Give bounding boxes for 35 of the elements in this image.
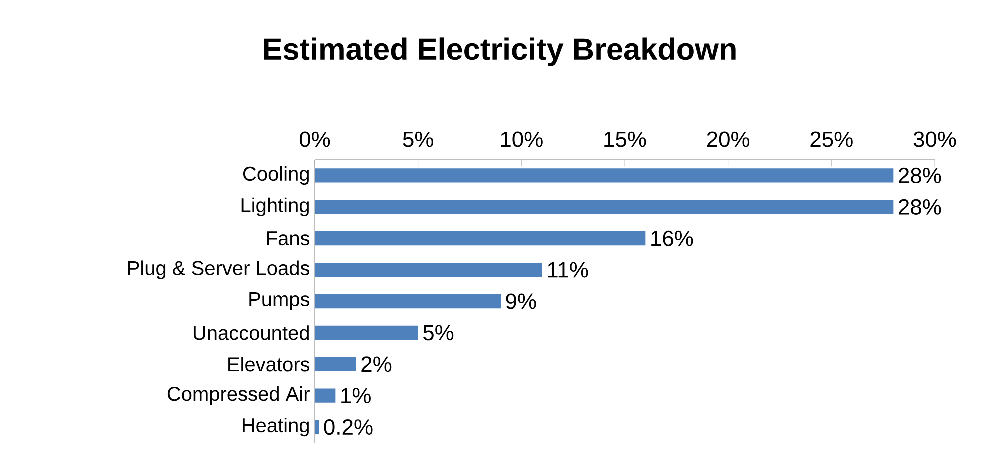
bar: [315, 388, 336, 403]
y-tick-label: Pumps: [250, 292, 310, 310]
bar: [315, 420, 320, 434]
y-tick-label: Heating: [242, 418, 309, 437]
y-tick-label: Plug & Server Loads: [128, 260, 310, 280]
x-tick-label: 25%: [810, 132, 853, 148]
data-label: 9%: [506, 294, 536, 310]
x-tick-label: 10%: [501, 132, 543, 148]
bar: [315, 232, 646, 246]
bar: [315, 262, 542, 278]
x-tick-label: 5%: [403, 132, 434, 148]
bar: [315, 357, 356, 372]
x-tick-label: 15%: [604, 132, 646, 148]
y-tick-label: Compressed Air: [168, 386, 310, 406]
data-label: 11%: [548, 262, 588, 278]
data-label: 5%: [423, 325, 454, 341]
x-tick-label: 0%: [300, 132, 330, 148]
y-tick-label: Unaccounted: [194, 326, 309, 340]
data-label: 28%: [899, 199, 942, 215]
y-tick-label: Cooling: [243, 166, 309, 186]
data-label: 16%: [652, 230, 694, 246]
data-label: 0.2%: [324, 419, 373, 436]
y-tick-label: Elevators: [228, 357, 310, 372]
data-label: 28%: [899, 168, 942, 184]
x-tick-label: 20%: [707, 132, 750, 148]
bar: [315, 200, 894, 214]
bar: [315, 294, 501, 309]
chart-title: Estimated Electricity Breakdown: [264, 38, 736, 66]
data-label: 2%: [362, 356, 392, 372]
data-label: 1%: [342, 388, 371, 404]
x-tick-label: 30%: [914, 132, 956, 148]
y-tick-label: Fans: [267, 232, 310, 246]
bar: [315, 168, 894, 183]
bar: [315, 326, 418, 340]
y-tick-label: Lighting: [242, 198, 309, 216]
